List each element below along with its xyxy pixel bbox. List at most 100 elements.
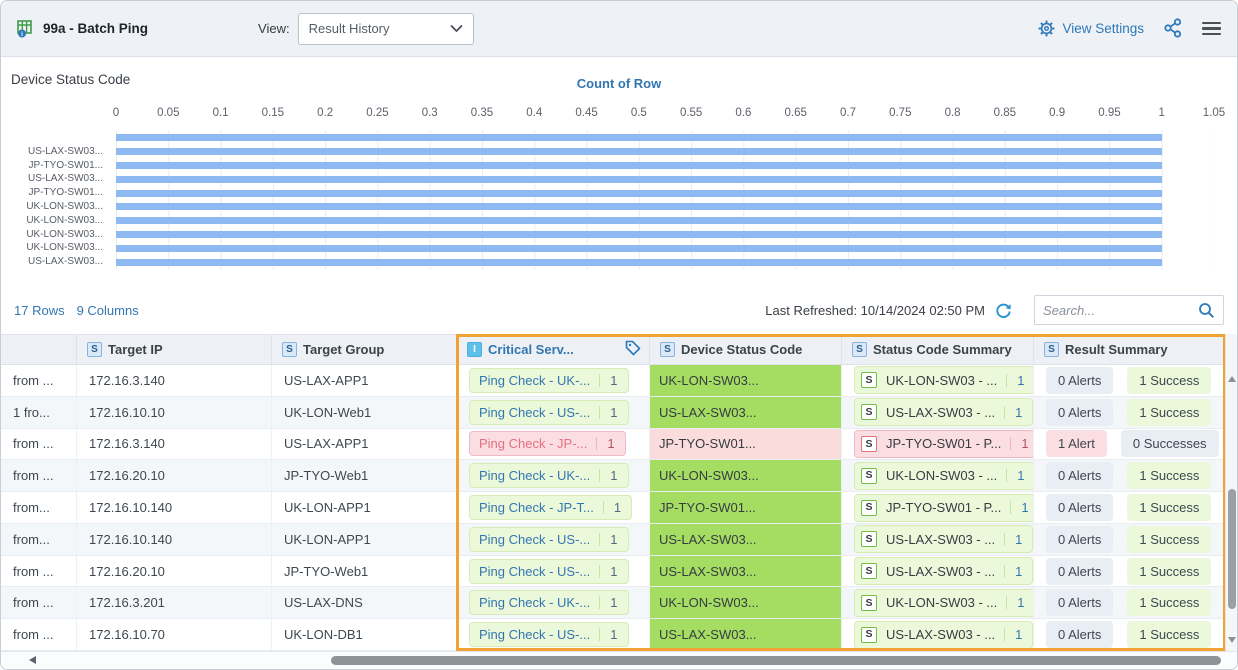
status-code-summary-badge[interactable]: S US-LAX-SW03 - ... 1 bbox=[854, 398, 1033, 427]
chart-bar[interactable] bbox=[116, 217, 1162, 225]
successes-badge[interactable]: 1 Success bbox=[1127, 398, 1212, 426]
table-row[interactable]: 1 fro... 172.16.10.10 UK-LON-Web1 Ping Chec… bbox=[1, 396, 1237, 429]
chart-bar[interactable] bbox=[116, 203, 1162, 211]
alerts-badge[interactable]: 0 Alerts bbox=[1046, 462, 1114, 490]
critical-service-badge[interactable]: Ping Check - UK-... 1 bbox=[469, 367, 629, 393]
chart-bar[interactable] bbox=[116, 161, 1162, 169]
status-code-summary-badge[interactable]: S US-LAX-SW03 - ... 1 bbox=[854, 525, 1033, 554]
alerts-badge[interactable]: 0 Alerts bbox=[1046, 557, 1114, 585]
column-header-target-ip[interactable]: S Target IP bbox=[76, 335, 271, 364]
chart-bar[interactable] bbox=[116, 189, 1162, 197]
chart-bar[interactable] bbox=[116, 148, 1162, 156]
critical-service-badge[interactable]: Ping Check - UK-... 1 bbox=[469, 463, 629, 489]
cell-result: from ... bbox=[13, 436, 54, 452]
table-row[interactable]: from ... 172.16.20.10 JP-TYO-Web1 Ping Chec… bbox=[1, 460, 1237, 493]
refresh-icon[interactable] bbox=[995, 302, 1012, 319]
cell-device-status-code[interactable]: JP-TYO-SW01... bbox=[649, 492, 841, 523]
successes-badge[interactable]: 1 Success bbox=[1127, 621, 1212, 649]
chart-bar[interactable] bbox=[116, 134, 1162, 142]
critical-service-badge[interactable]: Ping Check - UK-... 1 bbox=[469, 590, 629, 616]
successes-badge[interactable]: 1 Success bbox=[1127, 589, 1212, 617]
table-row[interactable]: from ... 172.16.3.140 US-LAX-APP1 Ping Chec… bbox=[1, 365, 1237, 397]
status-code-summary-label: UK-LON-SW03 - ... bbox=[886, 468, 998, 484]
cell-device-status-code[interactable]: US-LAX-SW03... bbox=[649, 555, 841, 587]
alerts-badge[interactable]: 0 Alerts bbox=[1046, 525, 1114, 553]
cell-device-status-code[interactable]: UK-LON-SW03... bbox=[649, 365, 841, 396]
successes-badge[interactable]: 1 Success bbox=[1127, 557, 1212, 585]
column-header-target-group[interactable]: S Target Group bbox=[271, 335, 456, 364]
status-code-summary-badge[interactable]: S UK-LON-SW03 - ... 1 bbox=[854, 366, 1033, 395]
chart-bar[interactable] bbox=[116, 175, 1162, 183]
table-row[interactable]: from ... 172.16.3.140 US-LAX-APP1 Ping Chec… bbox=[1, 428, 1237, 461]
status-code-summary-badge[interactable]: S JP-TYO-SW01 - P... 1 bbox=[854, 429, 1033, 458]
successes-badge[interactable]: 1 Success bbox=[1127, 462, 1212, 490]
column-header-device-status-code[interactable]: S Device Status Code bbox=[649, 335, 841, 364]
chart-bar[interactable] bbox=[116, 258, 1162, 266]
cell-status-code-summary: S UK-LON-SW03 - ... 1 bbox=[841, 460, 1033, 492]
horizontal-scroll-thumb[interactable] bbox=[331, 656, 1221, 665]
view-select[interactable]: Result History bbox=[297, 12, 474, 45]
cell-target-ip: 172.16.10.70 bbox=[76, 619, 271, 651]
alerts-badge[interactable]: 0 Alerts bbox=[1046, 398, 1114, 426]
successes-badge[interactable]: 0 Successes bbox=[1120, 430, 1219, 458]
alerts-badge[interactable]: 0 Alerts bbox=[1046, 589, 1114, 617]
cell-device-status-code[interactable]: US-LAX-SW03... bbox=[649, 396, 841, 428]
cell-device-status-code[interactable]: US-LAX-SW03... bbox=[649, 619, 841, 651]
critical-service-badge[interactable]: Ping Check - US-... 1 bbox=[469, 622, 629, 648]
successes-badge[interactable]: 1 Success bbox=[1127, 494, 1212, 522]
menu-icon[interactable] bbox=[1202, 18, 1221, 39]
x-tick-label: 0.55 bbox=[679, 107, 703, 119]
cell-device-status-code[interactable]: US-LAX-SW03... bbox=[649, 523, 841, 555]
successes-badge[interactable]: 1 Success bbox=[1127, 525, 1212, 553]
column-header-status-code-summary[interactable]: S Status Code Summary bbox=[841, 335, 1033, 364]
table-row[interactable]: from... 172.16.10.140 UK-LON-APP1 Ping Chec… bbox=[1, 523, 1237, 556]
scroll-left-icon[interactable] bbox=[29, 656, 36, 664]
row-count[interactable]: 17 Rows bbox=[14, 302, 65, 318]
status-code-summary-badge[interactable]: S US-LAX-SW03 - ... 1 bbox=[854, 620, 1033, 649]
alerts-badge[interactable]: 0 Alerts bbox=[1046, 366, 1114, 394]
status-code-summary-badge[interactable]: S UK-LON-SW03 - ... 1 bbox=[854, 461, 1033, 490]
column-header-result[interactable] bbox=[1, 335, 76, 364]
tag-icon[interactable] bbox=[625, 340, 641, 359]
table-row[interactable]: from... 172.16.10.140 UK-LON-APP1 Ping Chec… bbox=[1, 492, 1237, 524]
column-header-critical-serv[interactable]: I Critical Serv... bbox=[456, 335, 649, 364]
scroll-down-icon[interactable] bbox=[1228, 637, 1236, 643]
critical-service-badge[interactable]: Ping Check - JP-... 1 bbox=[469, 431, 626, 457]
scroll-up-icon[interactable] bbox=[1228, 376, 1236, 382]
alerts-badge[interactable]: 1 Alert bbox=[1046, 430, 1107, 458]
cell-device-status-code[interactable]: UK-LON-SW03... bbox=[649, 460, 841, 492]
successes-badge[interactable]: 1 Success bbox=[1127, 366, 1212, 394]
view-settings-button[interactable]: View Settings bbox=[1038, 20, 1144, 37]
last-refreshed-label: Last Refreshed: 10/14/2024 02:50 PM bbox=[765, 302, 985, 318]
column-count[interactable]: 9 Columns bbox=[76, 302, 139, 318]
alerts-badge[interactable]: 0 Alerts bbox=[1046, 494, 1114, 522]
cell-device-status-code[interactable]: JP-TYO-SW01... bbox=[649, 428, 841, 460]
status-code-summary-badge[interactable]: S UK-LON-SW03 - ... 1 bbox=[854, 588, 1033, 617]
table-row[interactable]: from ... 172.16.10.70 UK-LON-DB1 Ping Check… bbox=[1, 619, 1237, 652]
chart-xlabel[interactable]: Count of Row bbox=[576, 76, 662, 91]
status-code-summary-badge[interactable]: S US-LAX-SW03 - ... 1 bbox=[854, 557, 1033, 586]
table-row[interactable]: from ... 172.16.20.10 JP-TYO-Web1 Ping Chec… bbox=[1, 555, 1237, 588]
cell-device-status-code[interactable]: UK-LON-SW03... bbox=[649, 587, 841, 619]
table-counts: 17 Rows 9 Columns bbox=[14, 303, 139, 318]
vertical-scroll-thumb[interactable] bbox=[1228, 489, 1236, 609]
table-row[interactable]: from ... 172.16.3.201 US-LAX-DNS Ping Check… bbox=[1, 587, 1237, 620]
view-group: View: Result History bbox=[258, 12, 474, 45]
status-code-summary-badge[interactable]: S JP-TYO-SW01 - P... 1 bbox=[854, 493, 1033, 522]
share-icon[interactable] bbox=[1164, 18, 1182, 39]
cell-status-code-summary: S JP-TYO-SW01 - P... 1 bbox=[841, 492, 1033, 523]
alerts-badge[interactable]: 0 Alerts bbox=[1046, 621, 1114, 649]
column-header-result-summary[interactable]: S Result Summary bbox=[1033, 335, 1226, 364]
search-icon[interactable] bbox=[1198, 302, 1215, 319]
search-input[interactable] bbox=[1043, 302, 1198, 318]
vertical-scrollbar[interactable] bbox=[1225, 334, 1237, 651]
critical-service-badge[interactable]: Ping Check - US-... 1 bbox=[469, 526, 629, 552]
chart-bar[interactable] bbox=[116, 244, 1162, 252]
cell-result: from ... bbox=[13, 627, 54, 643]
chart-bar[interactable] bbox=[116, 230, 1162, 238]
critical-service-badge[interactable]: Ping Check - JP-T... 1 bbox=[469, 495, 633, 521]
critical-service-badge[interactable]: Ping Check - US-... 1 bbox=[469, 399, 629, 425]
horizontal-scrollbar[interactable] bbox=[1, 651, 1237, 668]
critical-service-badge[interactable]: Ping Check - US-... 1 bbox=[469, 558, 629, 584]
status-code-summary-count: 1 bbox=[1010, 501, 1033, 515]
